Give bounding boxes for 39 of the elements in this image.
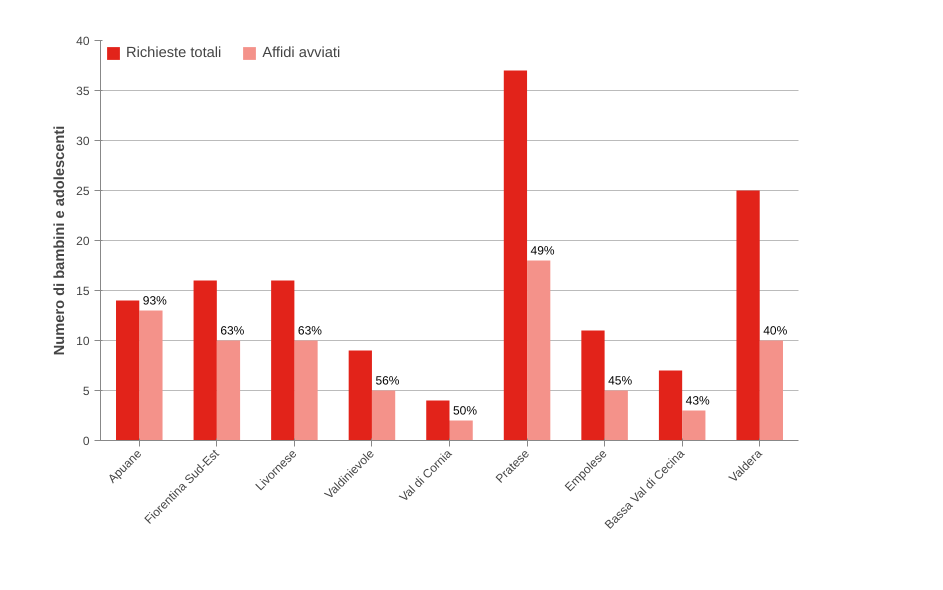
annotation: 40%	[763, 324, 788, 338]
annotation: 93%	[142, 294, 168, 308]
legend-label: Richieste totali	[126, 45, 222, 61]
annotation: 56%	[375, 374, 400, 388]
bar	[294, 340, 318, 440]
y-tick-label: 5	[82, 384, 90, 398]
bar	[604, 390, 628, 440]
y-tick-label: 0	[82, 434, 90, 448]
annotation: 63%	[298, 324, 322, 338]
bar	[426, 400, 450, 440]
bar	[348, 350, 372, 440]
y-tick-label: 25	[76, 184, 90, 198]
bar	[581, 330, 605, 440]
y-tick-label: 15	[76, 284, 90, 298]
bar	[372, 390, 396, 440]
annotation: 43%	[686, 394, 710, 408]
annotation: 49%	[530, 244, 555, 258]
bar	[139, 310, 163, 440]
bar	[271, 280, 294, 440]
y-tick-label: 35	[76, 84, 90, 98]
bar	[194, 280, 217, 440]
annotation: 63%	[220, 324, 245, 338]
annotation: 50%	[453, 404, 478, 418]
bar	[527, 260, 550, 440]
bar	[450, 420, 473, 440]
bar	[760, 340, 783, 440]
bar	[504, 70, 528, 440]
bar	[736, 190, 760, 440]
y-tick-label: 40	[76, 34, 90, 48]
bar	[216, 340, 240, 440]
y-tick-label: 30	[76, 134, 90, 148]
y-axis-title: Numero di bambini e adolescenti	[52, 126, 68, 356]
annotation: 45%	[608, 374, 632, 388]
bar	[116, 300, 140, 440]
bar	[682, 410, 706, 440]
y-tick-label: 20	[76, 234, 90, 248]
y-tick-label: 10	[76, 334, 90, 348]
bar	[658, 370, 682, 440]
legend-label: Affidi avviati	[262, 45, 340, 61]
